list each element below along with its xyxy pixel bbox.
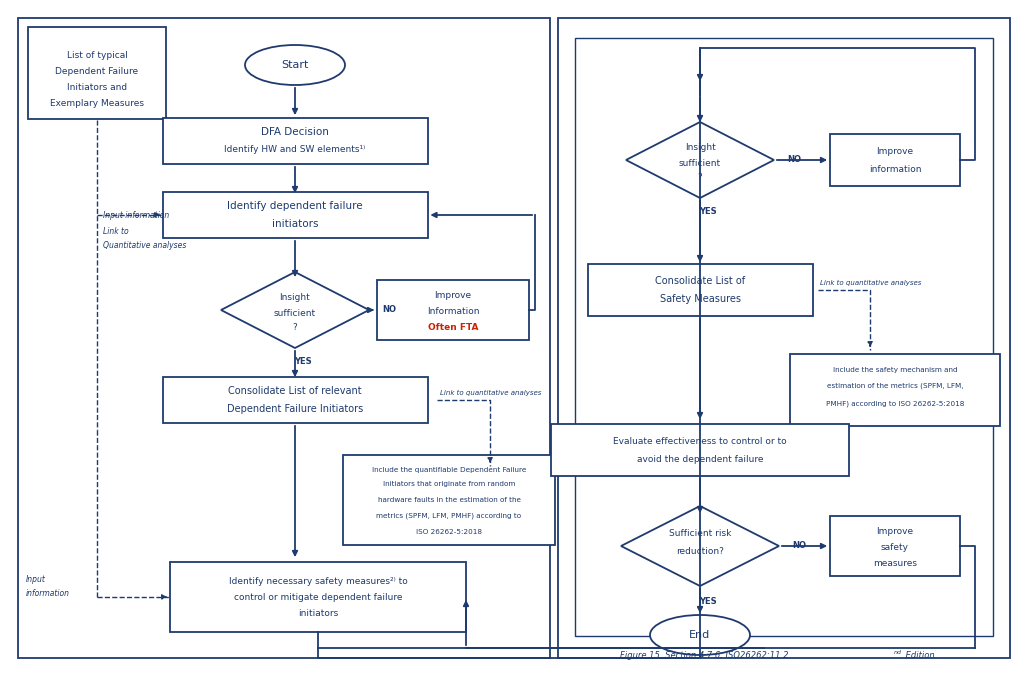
Bar — [163, 192, 427, 238]
Ellipse shape — [245, 45, 345, 85]
Text: safety: safety — [881, 544, 909, 553]
Polygon shape — [626, 122, 774, 198]
Text: Edition: Edition — [903, 651, 935, 660]
Text: sufficient: sufficient — [679, 159, 721, 168]
Text: nd: nd — [894, 649, 902, 655]
Text: Link to quantitative analyses: Link to quantitative analyses — [440, 390, 542, 396]
Text: Dependent Failure Initiators: Dependent Failure Initiators — [227, 404, 364, 414]
Text: List of typical: List of typical — [67, 50, 127, 59]
Text: YES: YES — [699, 598, 717, 606]
Bar — [163, 118, 427, 164]
Text: Consolidate List of relevant: Consolidate List of relevant — [228, 386, 361, 396]
Text: Initiators that originate from random: Initiators that originate from random — [383, 481, 515, 487]
Text: Safety Measures: Safety Measures — [659, 294, 740, 304]
Bar — [551, 424, 849, 476]
Text: Link to: Link to — [103, 227, 129, 236]
Text: Figure 15, Section 4.7.6, ISO26262:11 2: Figure 15, Section 4.7.6, ISO26262:11 2 — [620, 651, 788, 660]
Text: NO: NO — [792, 542, 806, 551]
Text: Include the quantifiable Dependent Failure: Include the quantifiable Dependent Failu… — [372, 467, 526, 473]
Text: Sufficient risk: Sufficient risk — [669, 530, 731, 538]
Text: YES: YES — [294, 357, 312, 367]
Bar — [18, 18, 550, 658]
Text: Input: Input — [26, 575, 46, 584]
Text: information: information — [868, 164, 922, 174]
Text: measures: measures — [873, 559, 918, 569]
Text: information: information — [26, 590, 70, 598]
Text: Insight: Insight — [685, 143, 716, 153]
Text: avoid the dependent failure: avoid the dependent failure — [637, 454, 763, 464]
Text: Insight: Insight — [280, 293, 310, 302]
Bar — [830, 134, 961, 186]
Text: metrics (SPFM, LFM, PMHF) according to: metrics (SPFM, LFM, PMHF) according to — [377, 513, 521, 520]
Text: sufficient: sufficient — [274, 308, 316, 318]
Text: Improve: Improve — [434, 291, 472, 301]
Text: Improve: Improve — [877, 528, 913, 536]
Bar — [170, 562, 466, 632]
Bar — [28, 27, 166, 119]
Bar — [377, 280, 529, 340]
Text: Information: Information — [427, 308, 479, 316]
Bar — [588, 264, 812, 316]
Text: YES: YES — [699, 207, 717, 217]
Text: Include the safety mechanism and: Include the safety mechanism and — [833, 367, 957, 373]
Text: Consolidate List of: Consolidate List of — [655, 276, 745, 286]
Polygon shape — [221, 272, 369, 348]
Polygon shape — [621, 506, 779, 586]
Text: Start: Start — [282, 60, 308, 70]
Text: Input information: Input information — [103, 211, 169, 219]
Text: End: End — [689, 630, 711, 640]
Text: ?: ? — [697, 174, 702, 182]
Bar — [558, 18, 1010, 658]
Text: Dependent Failure: Dependent Failure — [55, 67, 138, 75]
Text: control or mitigate dependent failure: control or mitigate dependent failure — [233, 592, 402, 602]
Text: initiators: initiators — [271, 219, 318, 229]
Text: DFA Decision: DFA Decision — [261, 127, 329, 137]
Bar — [790, 354, 1000, 426]
Text: Identify dependent failure: Identify dependent failure — [227, 201, 362, 211]
Text: Link to quantitative analyses: Link to quantitative analyses — [820, 280, 922, 286]
Text: hardware faults in the estimation of the: hardware faults in the estimation of the — [378, 497, 520, 503]
Text: Often FTA: Often FTA — [428, 324, 478, 332]
Text: initiators: initiators — [298, 608, 338, 618]
Text: Quantitative analyses: Quantitative analyses — [103, 242, 186, 250]
Text: ISO 26262-5:2018: ISO 26262-5:2018 — [416, 529, 482, 535]
Text: Identify necessary safety measures²⁾ to: Identify necessary safety measures²⁾ to — [228, 577, 408, 586]
Text: Exemplary Measures: Exemplary Measures — [50, 98, 144, 108]
Text: ?: ? — [293, 324, 297, 332]
Text: reduction?: reduction? — [676, 548, 724, 557]
Bar — [343, 455, 555, 545]
Text: NO: NO — [382, 306, 396, 314]
Text: NO: NO — [787, 155, 801, 164]
Text: PMHF) according to ISO 26262-5:2018: PMHF) according to ISO 26262-5:2018 — [825, 400, 965, 407]
Bar — [163, 377, 427, 423]
Ellipse shape — [650, 615, 750, 655]
Text: estimation of the metrics (SPFM, LFM,: estimation of the metrics (SPFM, LFM, — [826, 383, 964, 389]
Text: Identify HW and SW elements¹⁾: Identify HW and SW elements¹⁾ — [224, 145, 366, 155]
Text: Evaluate effectiveness to control or to: Evaluate effectiveness to control or to — [613, 437, 786, 446]
Text: Improve: Improve — [877, 147, 913, 155]
Bar — [575, 38, 993, 636]
Bar — [830, 516, 961, 576]
Text: Initiators and: Initiators and — [67, 83, 127, 92]
